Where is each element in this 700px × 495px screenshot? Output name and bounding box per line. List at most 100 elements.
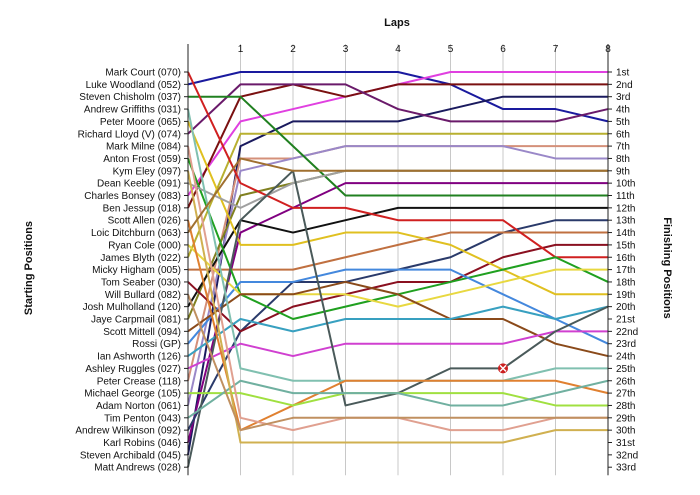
series-line <box>187 132 608 258</box>
series-line <box>187 83 609 135</box>
start-position-label: Jaye Carpmail (081) <box>91 315 181 326</box>
chart-title: Laps <box>384 17 410 29</box>
start-position-label: Karl Robins (046) <box>103 438 181 449</box>
finish-position-label: 12th <box>616 203 635 214</box>
retirement-cross <box>499 364 507 372</box>
start-position-label: Micky Higham (005) <box>92 265 181 276</box>
start-position-label: James Blyth (022) <box>100 253 181 264</box>
start-position-label: Ashley Ruggles (027) <box>85 364 181 375</box>
lap-tick-label: 4 <box>395 44 401 55</box>
start-position-label: Rossi (GP) <box>132 339 181 350</box>
grid <box>240 44 609 476</box>
series-line <box>187 95 608 456</box>
finish-position-label: 10th <box>616 179 635 190</box>
start-position-label: Ben Jessup (018) <box>103 203 181 214</box>
start-position-label: Peter Crease (118) <box>97 376 181 387</box>
finish-position-label: 32nd <box>616 450 638 461</box>
finish-position-label: 28th <box>616 401 635 412</box>
finish-position-label: 19th <box>616 290 635 301</box>
right-axis-label: Finishing Positions <box>661 217 673 318</box>
series-line <box>187 379 609 419</box>
position-labels: Mark Court (070)Luke Woodland (052)Steve… <box>75 68 638 474</box>
finish-position-label: 4th <box>616 105 630 116</box>
series-line <box>188 231 608 271</box>
finish-position-label: 8th <box>616 154 630 165</box>
series-line <box>187 121 608 296</box>
start-position-label: Luke Woodland (052) <box>86 80 181 91</box>
start-position-label: Matt Andrews (028) <box>94 463 181 474</box>
series-line <box>187 83 608 209</box>
start-position-label: Steven Archibald (045) <box>80 450 181 461</box>
series-line <box>187 145 608 406</box>
start-position-label: Ryan Cole (000) <box>108 240 181 251</box>
finish-position-label: 30th <box>616 426 635 437</box>
start-position-label: Charles Bonsey (083) <box>84 191 181 202</box>
series-lines <box>187 71 609 468</box>
finish-position-label: 31st <box>616 438 635 449</box>
finish-position-label: 11th <box>616 191 635 202</box>
start-position-label: Tim Penton (043) <box>104 413 181 424</box>
retirement-markers <box>498 363 508 374</box>
series-line <box>187 206 608 308</box>
finish-position-label: 18th <box>616 277 635 288</box>
left-axis-label: Starting Positions <box>23 221 35 315</box>
finish-position-label: 15th <box>616 240 635 251</box>
lap-tick-label: 7 <box>553 44 559 55</box>
start-position-label: Richard Lloyd (V) (074) <box>78 129 181 140</box>
start-position-label: Kym Eley (097) <box>113 166 181 177</box>
lap-tick-label: 3 <box>343 44 349 55</box>
start-position-label: Steven Chisholm (037) <box>79 92 181 103</box>
start-position-label: Adam Norton (061) <box>96 401 181 412</box>
finish-position-label: 6th <box>616 129 630 140</box>
start-position-label: Tom Seaber (030) <box>101 277 181 288</box>
finish-position-label: 20th <box>616 302 635 313</box>
start-position-label: Josh Mulholland (120) <box>83 302 181 313</box>
finish-position-label: 14th <box>616 228 635 239</box>
series-line <box>187 330 608 370</box>
start-position-label: Dean Keeble (091) <box>97 179 181 190</box>
finish-position-label: 5th <box>616 117 630 128</box>
start-position-label: Will Bullard (082) <box>105 290 181 301</box>
series-line <box>187 71 608 259</box>
start-position-label: Mark Court (070) <box>105 68 181 79</box>
finish-position-label: 21st <box>616 315 635 326</box>
start-position-label: Mark Milne (084) <box>106 142 181 153</box>
finish-position-label: 16th <box>616 253 635 264</box>
finish-position-label: 2nd <box>616 80 633 91</box>
series-line <box>187 268 609 345</box>
lap-tick-label: 5 <box>448 44 454 55</box>
finish-position-label: 26th <box>616 376 635 387</box>
lap-tick-label: 2 <box>290 44 296 55</box>
finish-position-label: 23rd <box>616 339 636 350</box>
series-line <box>188 95 608 197</box>
series-line <box>187 170 608 444</box>
series-line <box>187 157 608 234</box>
finish-position-label: 27th <box>616 389 635 400</box>
finish-position-label: 22nd <box>616 327 638 338</box>
finish-position-label: 17th <box>616 265 635 276</box>
start-position-label: Anton Frost (059) <box>103 154 181 165</box>
start-position-label: Scott Mittell (094) <box>103 327 181 338</box>
axes: 12345678 <box>187 44 611 476</box>
lap-tick-label: 1 <box>238 44 244 55</box>
finish-position-label: 29th <box>616 413 635 424</box>
series-line <box>187 293 608 432</box>
start-position-label: Loic Ditchburn (063) <box>91 228 181 239</box>
finish-position-label: 1st <box>616 68 630 79</box>
start-position-label: Andrew Griffiths (031) <box>84 105 181 116</box>
start-position-label: Andrew Wilkinson (092) <box>75 426 181 437</box>
series-line <box>187 71 609 123</box>
finish-position-label: 13th <box>616 216 635 227</box>
start-position-label: Peter Moore (065) <box>100 117 181 128</box>
lap-tick-label: 6 <box>500 44 506 55</box>
finish-position-label: 3rd <box>616 92 630 103</box>
finish-position-label: 24th <box>616 352 635 363</box>
finish-position-label: 25th <box>616 364 635 375</box>
series-line <box>187 305 609 357</box>
finish-position-label: 33rd <box>616 463 636 474</box>
finish-position-label: 9th <box>616 166 630 177</box>
finish-position-label: 7th <box>616 142 630 153</box>
start-position-label: Scott Allen (026) <box>108 216 181 227</box>
start-position-label: Ian Ashworth (126) <box>97 352 181 363</box>
